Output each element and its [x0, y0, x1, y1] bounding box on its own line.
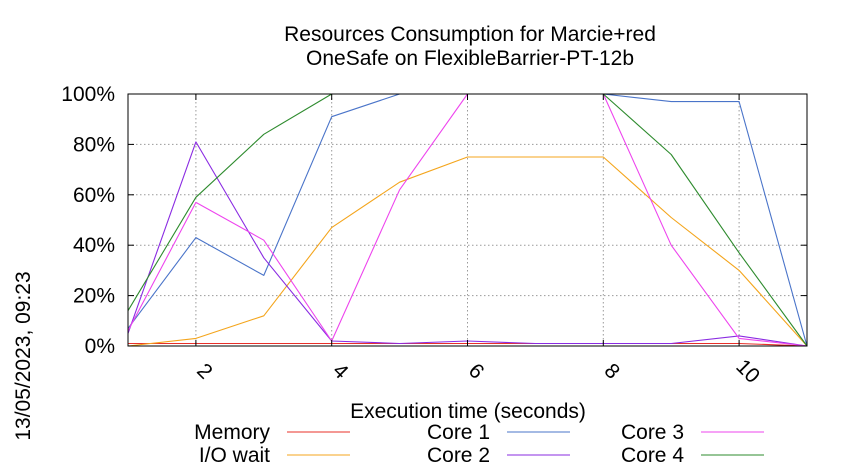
legend-label: Core 2: [427, 444, 490, 467]
x-tick-label: 10: [731, 355, 764, 388]
series-line-core-4: [127, 93, 808, 347]
series-line-i-o-wait: [127, 156, 808, 347]
y-tick-label: 80%: [73, 133, 115, 156]
x-tick-label: 6: [464, 359, 489, 384]
plot-frame: [127, 93, 808, 347]
legend-label: Memory: [194, 421, 270, 444]
y-tick-label: 100%: [61, 83, 115, 106]
series-lines: [127, 93, 808, 347]
x-tick-label: 2: [192, 359, 217, 384]
series-line-core-3: [127, 93, 808, 347]
legend-label: I/O wait: [199, 444, 270, 467]
y-tick-label: 40%: [73, 234, 115, 257]
chart-title-line-2: OneSafe on FlexibleBarrier-PT-12b: [306, 47, 634, 70]
grid: [128, 94, 807, 346]
y-tick-label: 20%: [73, 285, 115, 308]
legend-label: Core 1: [427, 421, 490, 444]
timestamp-note: 13/05/2023, 09:23: [12, 271, 35, 440]
x-tick-label: 8: [600, 359, 625, 384]
chart-title-line-1: Resources Consumption for Marcie+red: [284, 23, 656, 46]
y-tick-label: 0%: [85, 335, 115, 358]
y-tick-label: 60%: [73, 184, 115, 207]
y-axis-ticks: 0% 20% 40% 60% 80% 100%: [61, 83, 807, 358]
legend-label: Core 4: [621, 444, 684, 467]
legend-label: Core 3: [621, 421, 684, 444]
x-axis-label: Execution time (seconds): [350, 400, 586, 423]
series-line-core-1: [127, 93, 808, 347]
x-tick-label: 4: [328, 359, 353, 384]
